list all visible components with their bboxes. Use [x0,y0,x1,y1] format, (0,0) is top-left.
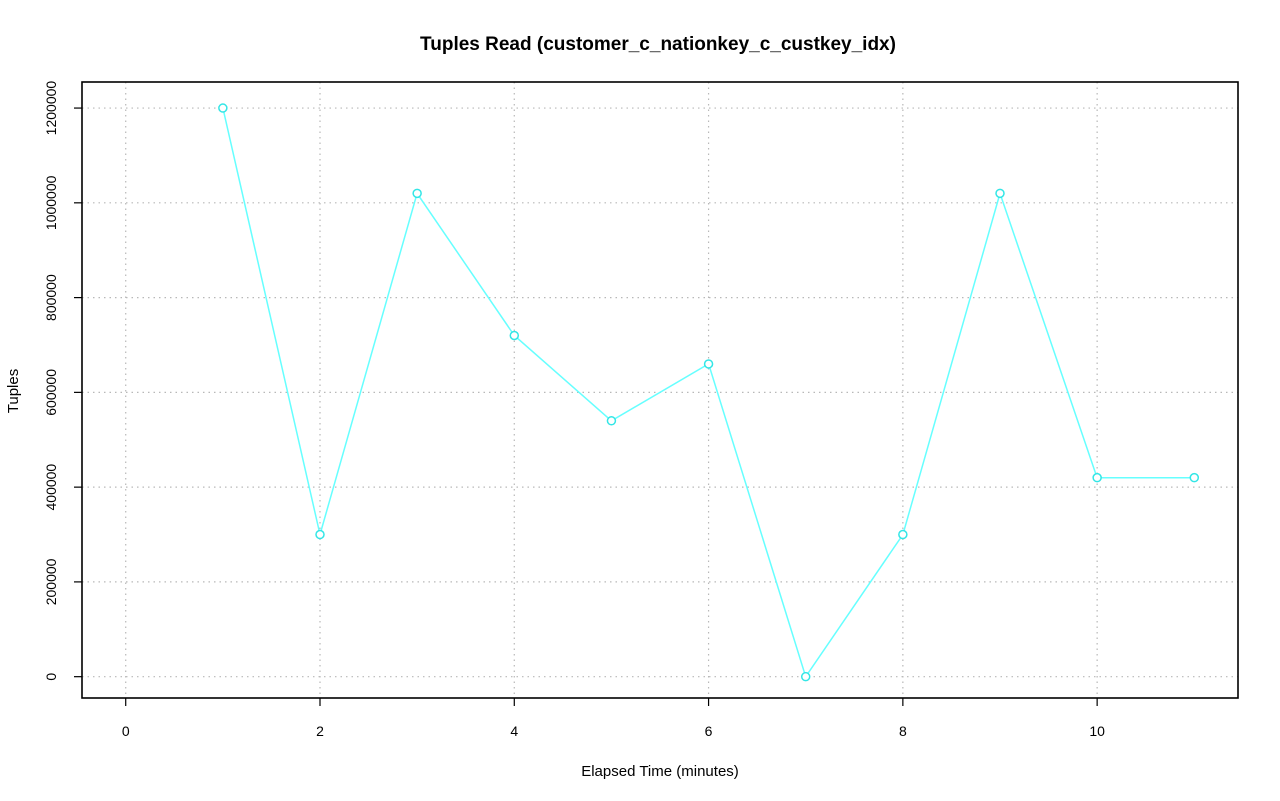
data-point [800,671,811,682]
y-tick-label: 1000000 [43,175,59,230]
data-point [218,103,228,113]
y-tick-label: 800000 [43,274,59,321]
y-tick-label: 400000 [43,464,59,511]
x-tick-label: 0 [122,723,130,739]
x-tick-label: 6 [705,723,713,739]
data-point [412,188,422,199]
data-point [606,416,617,426]
x-tick-label: 8 [899,723,907,739]
y-tick-label: 1200000 [43,81,59,136]
x-tick-label: 10 [1089,723,1105,739]
data-point [1189,472,1200,483]
y-axis: 0 200000 400000 600000 800000 1000000 1200000 [43,81,82,681]
x-axis-label: Elapsed Time (minutes) [581,763,739,780]
plot-frame [81,81,1239,699]
data-point [898,529,908,540]
x-tick-label: 2 [316,723,324,739]
data-point [1092,472,1102,483]
chart-title: Tuples Read (customer_c_nationkey_c_cust… [420,34,896,55]
grid-lines [82,82,1238,698]
x-axis: 0 2 4 6 8 10 [122,698,1105,739]
data-point [315,529,325,540]
y-tick-label: 200000 [43,558,59,605]
y-tick-label: 0 [43,673,59,681]
x-tick-label: 4 [510,723,518,739]
data-point [995,188,1005,199]
series-layer [218,103,1200,682]
y-axis-label: Tuples [5,369,22,413]
data-point [703,359,714,369]
data-point [509,330,520,341]
y-tick-label: 600000 [43,369,59,416]
